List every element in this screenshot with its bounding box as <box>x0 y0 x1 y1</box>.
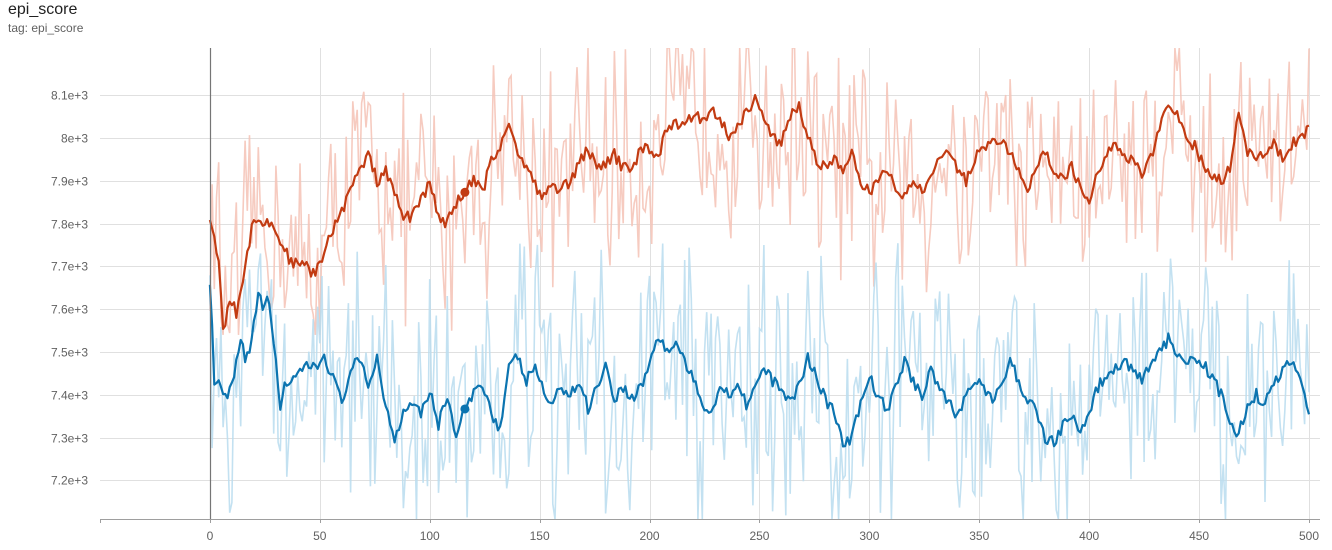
chart-header: epi_score tag: epi_score <box>8 0 83 36</box>
y-tick-label: 7.2e+3 <box>51 474 88 488</box>
x-tick-label: 250 <box>749 529 769 543</box>
x-tick-label: 450 <box>1189 529 1209 543</box>
y-tick-label: 7.7e+3 <box>51 260 88 274</box>
x-tick-label: 0 <box>207 529 214 543</box>
grid <box>100 48 1320 519</box>
x-tick-label: 350 <box>969 529 989 543</box>
smoothed-series-layer <box>208 94 1311 448</box>
x-tick-label: 150 <box>530 529 550 543</box>
hover-marker-point <box>460 187 470 197</box>
hover-marker-point <box>460 404 470 414</box>
y-tick-label: 7.5e+3 <box>51 346 88 360</box>
smoothed-series-line <box>208 284 1311 448</box>
y-tick-label: 7.4e+3 <box>51 389 88 403</box>
hover-markers <box>460 187 470 414</box>
raw-series-line <box>209 243 1310 519</box>
x-tick-label: 200 <box>640 529 660 543</box>
chart-tag: tag: epi_score <box>8 21 84 35</box>
y-tick-label: 7.3e+3 <box>51 432 88 446</box>
raw-series-line <box>209 48 1310 335</box>
x-tick-label: 50 <box>313 529 327 543</box>
y-tick-label: 7.9e+3 <box>51 175 88 189</box>
chart-title: epi_score <box>8 1 78 18</box>
x-tick-label: 500 <box>1299 529 1319 543</box>
y-tick-label: 7.6e+3 <box>51 303 88 317</box>
x-tick-label: 300 <box>859 529 879 543</box>
smoothed-series-line <box>208 94 1310 330</box>
x-tick-label: 100 <box>420 529 440 543</box>
y-tick-label: 8e+3 <box>61 132 88 146</box>
y-tick-label: 8.1e+3 <box>51 89 88 103</box>
x-tick-label: 400 <box>1079 529 1099 543</box>
axes: 0 50 100 150 200 250 300 350 400 450 500 7.2e+3 7.3e… <box>51 48 1320 543</box>
y-tick-label: 7.8e+3 <box>51 218 88 232</box>
raw-series-layer <box>209 48 1310 519</box>
